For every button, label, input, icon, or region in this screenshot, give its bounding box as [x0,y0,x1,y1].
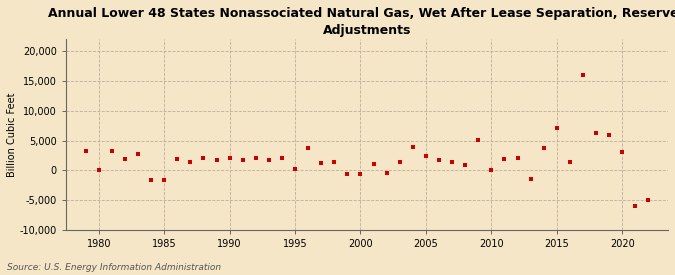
Y-axis label: Billion Cubic Feet: Billion Cubic Feet [7,92,17,177]
Point [394,160,405,164]
Point [329,160,340,164]
Point [355,172,366,177]
Point [132,152,143,156]
Point [302,145,313,150]
Point [277,156,288,161]
Point [564,160,575,164]
Point [159,178,169,183]
Point [460,163,470,167]
Point [486,167,497,172]
Point [617,150,628,155]
Point [591,131,601,136]
Point [290,167,300,171]
Point [93,167,104,172]
Point [250,156,261,161]
Point [512,156,523,160]
Point [368,162,379,166]
Point [525,177,536,182]
Point [146,178,157,182]
Point [630,204,641,208]
Text: Source: U.S. Energy Information Administration: Source: U.S. Energy Information Administ… [7,263,221,272]
Point [172,157,183,161]
Point [603,133,614,137]
Point [551,125,562,130]
Point [198,156,209,160]
Point [238,158,248,163]
Point [539,145,549,150]
Point [421,154,431,158]
Point [119,157,130,161]
Point [80,149,91,153]
Point [263,158,274,163]
Point [211,158,222,163]
Title: Annual Lower 48 States Nonassociated Natural Gas, Wet After Lease Separation, Re: Annual Lower 48 States Nonassociated Nat… [48,7,675,37]
Point [185,160,196,164]
Point [643,198,654,202]
Point [578,73,589,77]
Point [224,156,235,160]
Point [499,157,510,161]
Point [316,161,327,165]
Point [473,138,484,142]
Point [381,171,392,175]
Point [408,145,418,149]
Point [342,172,353,177]
Point [107,149,117,153]
Point [433,157,444,162]
Point [447,160,458,164]
